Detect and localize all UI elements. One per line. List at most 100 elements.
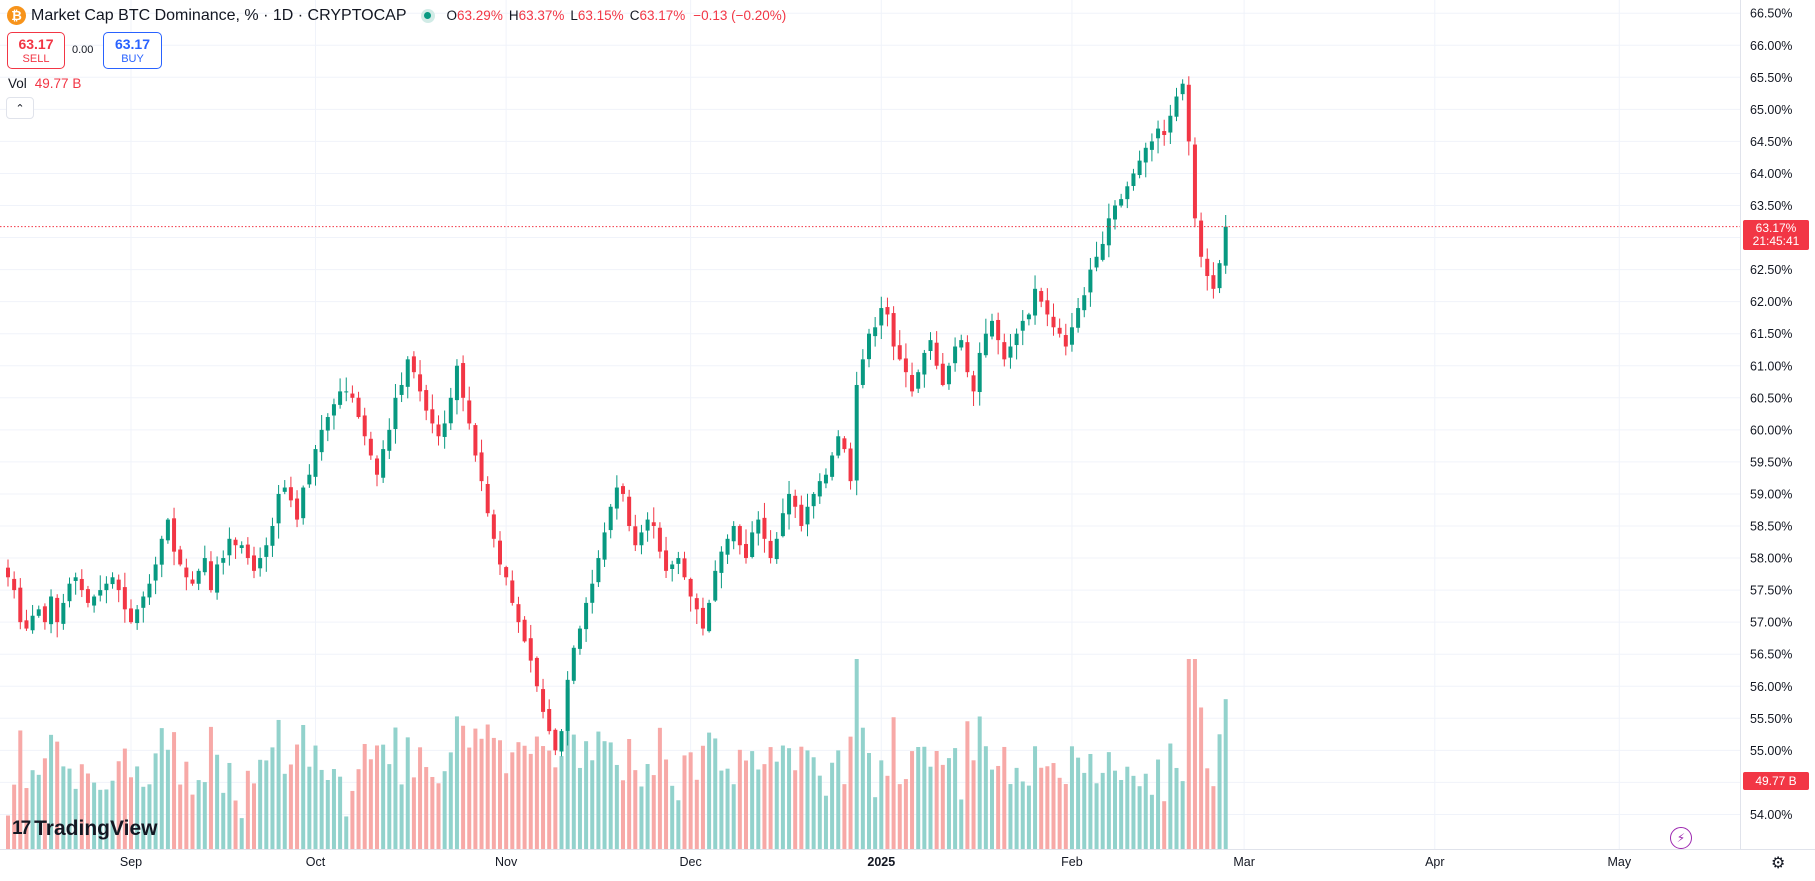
volume-bar [633, 770, 638, 849]
candlesticks [6, 76, 1228, 757]
candle-body [344, 391, 349, 393]
candle-body [1069, 327, 1074, 345]
candle-body [485, 483, 490, 514]
volume-bar [793, 770, 798, 849]
candle-body [584, 602, 589, 630]
candle-body [731, 526, 736, 542]
candle-body [1199, 220, 1204, 257]
candle-body [116, 579, 121, 591]
volume-bar [461, 725, 466, 849]
candle-body [916, 372, 921, 389]
volume-bar [36, 774, 41, 849]
volume-bar [79, 764, 84, 849]
candle-body [830, 455, 835, 477]
y-tick-label: 62.50% [1750, 263, 1792, 277]
volume-bar [362, 743, 367, 849]
volume-bar [165, 749, 170, 849]
volume-bar [977, 716, 982, 849]
candle-body [184, 567, 189, 578]
y-tick-label: 65.50% [1750, 71, 1792, 85]
volume-bar [196, 780, 201, 849]
candle-body [694, 598, 699, 610]
candle-body [516, 604, 521, 623]
volume-bar [276, 719, 281, 849]
y-tick-label: 56.50% [1750, 648, 1792, 662]
volume-bar [424, 767, 429, 849]
candle-body [602, 532, 607, 560]
candle-body [953, 346, 958, 364]
candle-body [1131, 173, 1136, 186]
volume-bar [147, 784, 152, 849]
volume-bar [301, 724, 306, 849]
candle-body [1223, 226, 1228, 266]
volume-bar [1143, 773, 1148, 849]
candle-body [885, 307, 890, 315]
low-value: L63.15% [570, 8, 624, 23]
candle-body [122, 587, 127, 610]
volume-bar [780, 745, 785, 849]
volume-bar [1217, 734, 1222, 849]
volume-bar [1045, 766, 1050, 849]
volume-bar [645, 764, 650, 849]
volume-bar [1069, 746, 1074, 849]
volume-bar [928, 766, 933, 849]
candle-body [295, 498, 300, 520]
volume-bar [577, 767, 582, 849]
candle-body [442, 423, 447, 437]
candle-body [688, 578, 693, 597]
volume-bar [922, 746, 927, 849]
candle-body [356, 397, 361, 418]
y-tick-label: 59.50% [1750, 455, 1792, 469]
candle-body [707, 602, 712, 632]
volume-bar [1057, 777, 1062, 849]
candle-body [959, 340, 964, 348]
candle-body [375, 458, 379, 475]
y-tick-label: 66.50% [1750, 7, 1792, 21]
volume-bar [430, 776, 435, 849]
symbol-title[interactable]: Market Cap BTC Dominance, % · 1D · CRYPT… [31, 6, 407, 24]
candle-body [454, 365, 459, 401]
gear-icon[interactable]: ⚙ [1771, 855, 1786, 872]
volume-bar [946, 758, 951, 849]
buy-button[interactable]: 63.17 BUY [103, 32, 162, 69]
candle-body [719, 551, 724, 573]
candle-body [49, 596, 54, 625]
sell-button[interactable]: 63.17 SELL [7, 32, 65, 69]
candle-body [990, 320, 994, 337]
volume-bar [1192, 659, 1197, 849]
candle-body [842, 438, 847, 450]
lightning-icon[interactable]: ⚡ [1670, 827, 1692, 849]
volume-bar [547, 750, 552, 849]
y-tick-label: 54.00% [1750, 808, 1792, 822]
y-tick-label: 64.00% [1750, 167, 1792, 181]
candle-body [1106, 218, 1111, 246]
volume-bar [1039, 767, 1044, 849]
candle-body [135, 609, 140, 624]
volume-bar [682, 755, 687, 849]
volume-bar [879, 760, 884, 849]
volume-bar [1094, 783, 1099, 849]
volume-bar [565, 688, 570, 849]
volume-bar [768, 747, 773, 849]
candle-body [1180, 83, 1185, 95]
candle-body [325, 417, 330, 431]
volume-bar [639, 786, 644, 849]
candle-body [565, 679, 570, 731]
volume-bar [719, 770, 724, 849]
candle-body [1082, 295, 1087, 311]
volume-bar [1180, 781, 1185, 849]
y-tick-label: 55.50% [1750, 712, 1792, 726]
candle-body [744, 543, 748, 559]
collapse-legend-button[interactable]: ⌃ [6, 97, 34, 119]
volume-bar [621, 780, 625, 849]
candle-body [264, 545, 269, 557]
candle-body [190, 579, 195, 584]
volume-bar [344, 816, 349, 849]
candle-body [405, 359, 410, 387]
tradingview-logo[interactable]: 17 TradingView [12, 817, 157, 841]
market-status-icon[interactable] [420, 8, 435, 23]
candle-body [1217, 263, 1222, 289]
volume-bar [24, 788, 29, 849]
candle-body [319, 429, 324, 453]
